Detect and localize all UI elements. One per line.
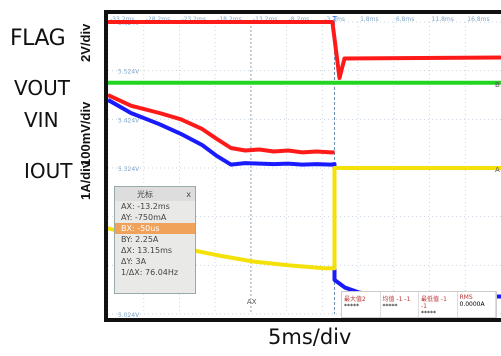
x-tick-label: -8.2ms xyxy=(289,16,310,23)
measurement-cell: 均值 -1 -1 ***** xyxy=(381,292,419,317)
trigger-marker: T xyxy=(332,15,338,24)
vin-channel-label: VIN xyxy=(24,108,59,132)
cursor-readout-row: BX: -50us xyxy=(115,223,195,234)
measurement-value: ***** xyxy=(382,303,398,310)
vout-channel-label: VOUT xyxy=(14,76,70,100)
cursor-panel[interactable]: 光标 x AX: -13.2ms AY: -750mA BX: -50us BY: 2… xyxy=(114,186,196,294)
time-scale-label: 5ms/div xyxy=(268,325,352,349)
cursor-panel-header: 光标 x xyxy=(115,187,195,201)
y-tick-label: 5.424V xyxy=(118,117,140,124)
x-tick-label: -3.2ms xyxy=(324,16,345,23)
measurement-cell: 最大值2 ***** xyxy=(342,292,381,317)
x-tick-label: 16.8ms xyxy=(467,16,489,23)
x-tick-label: -18.2ms xyxy=(217,16,242,23)
measurement-bar: 最大值2 ***** 均值 -1 -1 ***** 最低值 -1 -1 ***** RMS 0… xyxy=(341,291,497,318)
cursor-readout-row: 1/ΔX: 76.04Hz xyxy=(121,268,179,277)
series-vin-line xyxy=(108,93,335,155)
measurement-value: ***** xyxy=(421,310,436,317)
cursor-panel-title: 光标 xyxy=(137,189,153,199)
measurement-name: 最低值 -1 -1 xyxy=(421,296,447,310)
y-tick-label: 5.324V xyxy=(118,166,140,173)
plot-area: -33.2ms -28.2ms -23.2ms -18.2ms -13.2ms -8.2m… xyxy=(108,15,501,319)
iout-channel-label: IOUT xyxy=(24,159,73,183)
voltage-scale-label: 100mV/div xyxy=(78,101,93,166)
cursor-readout-row: ΔX: 13.15ms xyxy=(121,246,173,255)
x-tick-label: -28.2ms xyxy=(146,16,171,23)
series-flag-line xyxy=(108,20,501,80)
marker-label: A xyxy=(495,166,500,174)
measurement-cell: RMS 0.0000A xyxy=(458,292,496,317)
measurement-name: 均值 -1 -1 xyxy=(382,296,411,303)
cursor-readout-row: ΔY: 3A xyxy=(121,257,147,266)
x-tick-label: -33.2ms xyxy=(110,16,135,23)
cursor-readout-row: BY: 2.25A xyxy=(121,235,159,244)
measurement-value: 0.0000A xyxy=(459,301,485,308)
measurement-name: 最大值2 xyxy=(344,296,366,303)
current-scale-label: 1A/div xyxy=(78,160,93,200)
x-tick-label: 1.8ms xyxy=(360,16,379,23)
y-tick-label: 5.524V xyxy=(118,69,140,76)
flag-channel-label: FLAG xyxy=(10,26,66,51)
x-tick-label: -13.2ms xyxy=(253,16,278,23)
y-tick-label: 5.024V xyxy=(118,312,140,319)
close-icon[interactable]: x xyxy=(186,189,191,199)
measurement-value: ***** xyxy=(344,303,359,310)
flag-scale-label: 2V/div xyxy=(78,23,93,62)
x-tick-label: -23.2ms xyxy=(181,16,206,23)
cursor-readout-row: AY: -750mA xyxy=(121,213,167,222)
measurement-cell: 最低值 -1 -1 ***** xyxy=(419,292,458,317)
marker-label: AX xyxy=(247,298,257,306)
marker-label: B xyxy=(495,81,500,89)
x-tick-label: 6.8ms xyxy=(396,16,415,23)
measurement-name: RMS xyxy=(459,294,473,301)
x-tick-label: 11.8ms xyxy=(432,16,454,23)
cursor-readout-row: AX: -13.2ms xyxy=(121,202,170,211)
